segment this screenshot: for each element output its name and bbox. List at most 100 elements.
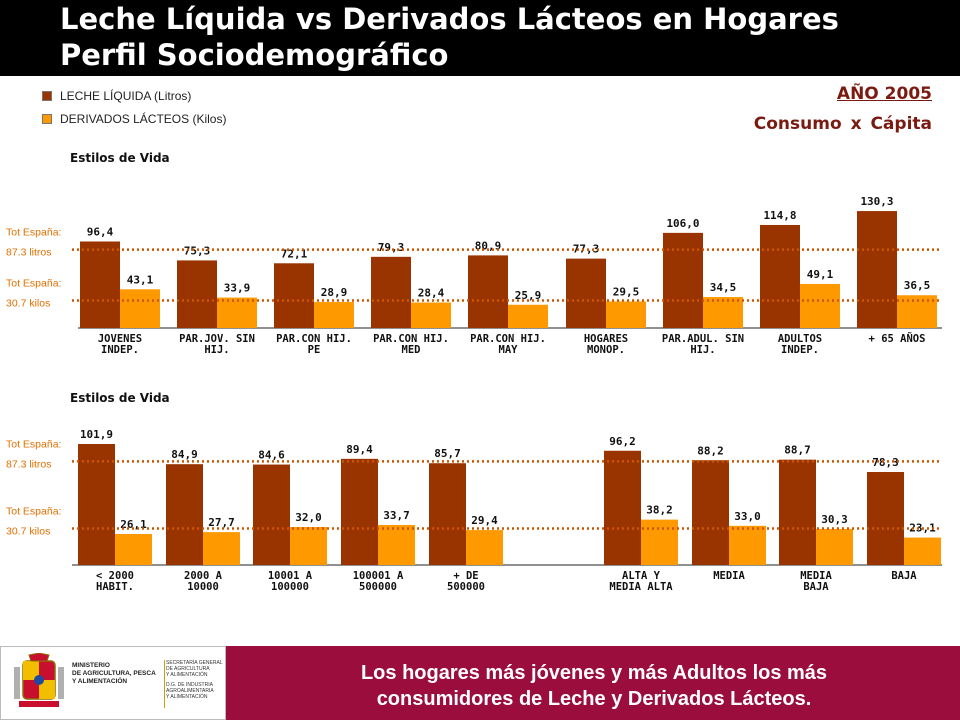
category-label: HIJ. — [690, 344, 715, 356]
legend-label-derivados: DERIVADOS LÁCTEOS (Kilos) — [60, 112, 227, 126]
bar-derivados — [314, 302, 354, 328]
data-label: 26,1 — [120, 518, 147, 531]
year-label: AÑO 2005 — [836, 84, 932, 104]
category-label: 10001 A — [268, 570, 313, 582]
bar-leche — [663, 232, 703, 328]
reference-label: Tot España: — [6, 227, 61, 239]
category-label: MONOP. — [587, 344, 625, 356]
legend-item-derivados: DERIVADOS LÁCTEOS (Kilos) — [42, 111, 226, 127]
category-label: MEDIA — [800, 570, 832, 582]
bar-leche — [692, 460, 729, 565]
category-label: 2000 A — [184, 570, 223, 582]
bar-derivados — [120, 289, 160, 328]
bar-derivados — [508, 304, 548, 328]
data-label: 88,2 — [697, 444, 724, 457]
per-capita-label: Consumo x Cápita — [753, 114, 932, 134]
bar-leche — [867, 472, 904, 565]
reference-value: 87.3 litros — [6, 458, 52, 470]
category-label: PAR.JOV. SIN — [179, 333, 255, 345]
bar-leche — [779, 459, 816, 565]
category-label: + 65 AÑOS — [869, 332, 926, 345]
bar-derivados — [203, 532, 240, 565]
bar-leche — [760, 224, 800, 328]
secretaria-line: SECRETARÍA GENERAL — [166, 660, 223, 666]
bar-derivados — [703, 297, 743, 328]
category-label: PAR.ADUL. SIN — [662, 333, 744, 345]
data-label: 114,8 — [763, 209, 796, 222]
data-label: 89,4 — [346, 443, 373, 456]
category-label: HABIT. — [96, 581, 134, 593]
category-label: MEDIA ALTA — [609, 581, 673, 593]
legend-swatch-derivados — [42, 114, 52, 124]
data-label: 85,7 — [434, 447, 461, 460]
category-label: HIJ. — [204, 344, 229, 356]
data-label: 34,5 — [710, 281, 737, 294]
data-label: 78,3 — [872, 456, 899, 469]
data-label: 33,0 — [734, 510, 761, 523]
data-label: 79,3 — [378, 241, 405, 254]
category-label: ADULTOS — [778, 333, 822, 345]
data-label: 130,3 — [860, 195, 893, 208]
data-label: 36,5 — [904, 279, 931, 292]
bar-leche — [566, 258, 606, 328]
category-label: ALTA Y — [622, 570, 661, 582]
category-label: 500000 — [359, 581, 397, 593]
category-label: PE — [308, 344, 321, 356]
data-label: 106,0 — [666, 217, 699, 230]
footer-message: Los hogares más jóvenes y más Adultos lo… — [228, 660, 960, 712]
reference-label: Tot España: — [6, 438, 61, 450]
category-label: < 2000 — [96, 570, 134, 582]
footer-line-1: Los hogares más jóvenes y más Adultos lo… — [360, 662, 828, 684]
bar-derivados — [217, 297, 257, 328]
chart-top: Estilos de Vida96,443,1JOVENESINDEP.75,3… — [6, 151, 942, 356]
data-label: 29,5 — [613, 286, 640, 299]
data-label: 96,2 — [609, 435, 636, 448]
category-label: BAJA — [891, 570, 917, 582]
data-label: 32,0 — [295, 511, 322, 524]
bar-leche — [857, 211, 897, 328]
data-label: 30,3 — [821, 513, 848, 526]
bar-leche — [78, 443, 115, 565]
bar-derivados — [641, 519, 678, 565]
chart-title: Estilos de Vida — [70, 391, 170, 405]
ministry-logo-box — [0, 646, 226, 720]
secretaria-line: AGROALIMENTARIA — [166, 688, 214, 694]
data-label: 88,7 — [784, 444, 811, 457]
bar-leche — [80, 241, 120, 328]
bar-leche — [604, 450, 641, 565]
category-label: MEDIA — [713, 570, 745, 582]
logo-divider — [164, 660, 165, 708]
category-label: JOVENES — [98, 333, 142, 345]
data-label: 80,9 — [475, 239, 502, 252]
slide-subtitle: Perfil Sociodemográfico — [60, 38, 449, 72]
ministry-line: Y ALIMENTACIÓN — [72, 678, 128, 685]
data-label: 38,2 — [646, 504, 673, 517]
slide-title: Leche Líquida vs Derivados Lácteos en Ho… — [60, 2, 839, 36]
bar-leche — [468, 255, 508, 328]
bar-leche — [371, 256, 411, 328]
category-label: PAR.CON HIJ. — [470, 333, 546, 345]
ministry-line: MINISTERIO — [72, 662, 110, 669]
data-label: 43,1 — [127, 273, 154, 286]
coat-of-arms-icon — [14, 653, 64, 707]
bar-derivados — [290, 527, 327, 565]
data-label: 29,4 — [471, 514, 498, 527]
bar-leche — [166, 464, 203, 565]
bar-derivados — [466, 530, 503, 565]
bar-derivados — [904, 537, 941, 565]
category-label: HOGARES — [584, 333, 628, 345]
bar-derivados — [411, 302, 451, 328]
data-label: 84,9 — [171, 448, 198, 461]
legend-swatch-leche — [42, 91, 52, 101]
bar-leche — [177, 260, 217, 328]
data-label: 84,6 — [258, 449, 285, 462]
bar-derivados — [800, 283, 840, 328]
chart-title: Estilos de Vida — [70, 151, 170, 165]
bar-derivados — [378, 524, 415, 565]
category-label: + DE — [453, 570, 478, 582]
data-label: 77,3 — [573, 243, 600, 256]
category-label: MED — [402, 344, 421, 356]
secretaria-line: D.G. DE INDUSTRIA — [166, 682, 213, 688]
bar-leche — [253, 464, 290, 565]
